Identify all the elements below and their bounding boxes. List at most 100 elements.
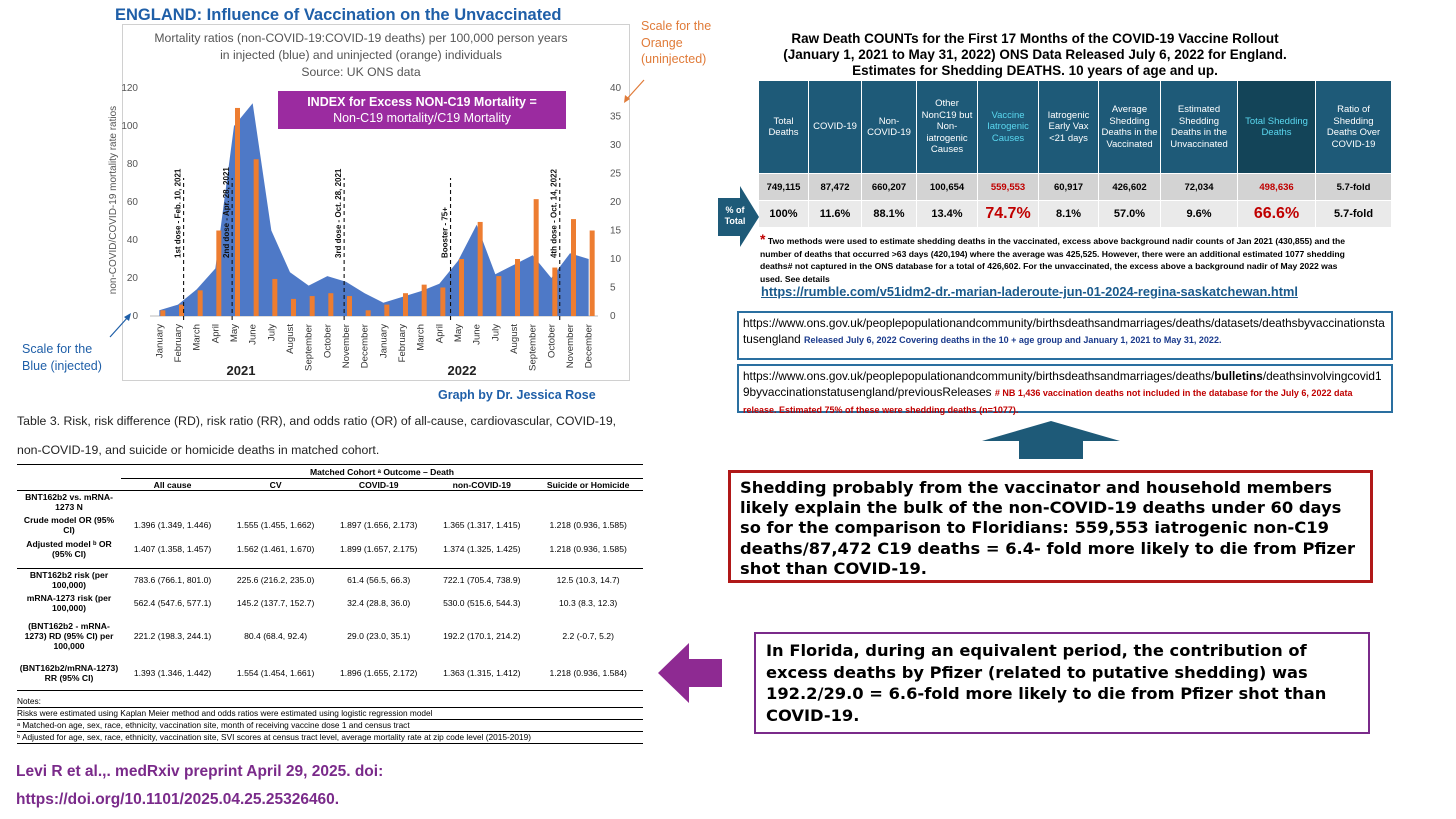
- uninjected-bar: [291, 298, 296, 316]
- left-tick-label: 0: [132, 311, 138, 322]
- citation-line: Levi R et al.,. medRxiv preprint April 2…: [16, 763, 384, 780]
- pct-label: % of: [726, 205, 746, 215]
- uninjected-bar: [328, 293, 334, 316]
- right-tick-label: 10: [610, 254, 622, 265]
- citation-doi-link[interactable]: https://doi.org/10.1101/2025.04.25.25326…: [16, 791, 340, 808]
- month-tick-label: July: [266, 324, 277, 341]
- group-header: Matched Cohort ᵃ Outcome – Death: [121, 464, 643, 479]
- month-tick-label: June: [472, 324, 483, 345]
- index-box-line2: Non-C19 mortality/C19 Mortality: [333, 111, 511, 125]
- right-scale-arrow: [625, 79, 645, 101]
- month-tick-label: March: [192, 324, 203, 351]
- ons-source-box-1: https://www.ons.gov.uk/peoplepopulationa…: [737, 311, 1393, 360]
- uninjected-bar: [216, 230, 222, 316]
- table-row: (BNT162b2 - mRNA-1273) RD (95% CI) per 1…: [24, 620, 614, 651]
- table-row: mRNA-1273 risk (per 100,000) 562.4 (547.6…: [26, 593, 618, 613]
- left-tick-label: 60: [127, 197, 139, 208]
- citation: Levi R et al.,. medRxiv preprint April 2…: [16, 758, 383, 814]
- table3-caption: Table 3. Risk, risk difference (RD), ris…: [17, 414, 617, 457]
- uninjected-bar: [459, 259, 464, 316]
- table3-notes: Notes: Risks were estimated using Kaplan…: [17, 696, 643, 744]
- comparison-label: BNT162b2 vs. mRNA-1273 N: [17, 490, 121, 513]
- ons-death-count-table: Total Deaths COVID-19 Non-COVID-19 Other…: [758, 80, 1392, 228]
- index-box-line1: INDEX for Excess NON-C19 Mortality =: [307, 95, 537, 109]
- matched-cohort-table: Matched Cohort ᵃ Outcome – Death All cau…: [17, 464, 643, 691]
- mortality-ratio-chart: Mortality ratios (non-COVID-19:COVID-19 …: [22, 19, 711, 378]
- uninjected-bar: [309, 296, 315, 316]
- col-header: All cause: [153, 479, 192, 490]
- month-tick-label: January: [378, 324, 389, 358]
- month-tick-label: April: [434, 324, 445, 343]
- month-tick-label: May: [229, 324, 240, 342]
- florida-comparison-box: In Florida, during an equivalent period,…: [754, 632, 1370, 734]
- left-tick-label: 100: [121, 121, 138, 132]
- pct-label: Total: [725, 216, 746, 226]
- table-row: Crude model OR (95% CI) 1.396 (1.349, 1.4…: [23, 514, 627, 535]
- month-tick-label: February: [173, 324, 184, 363]
- up-arrow: [982, 421, 1120, 459]
- col-header: Suicide or Homicide: [546, 479, 630, 490]
- right-tick-label: 35: [610, 112, 622, 123]
- month-tick-label: January: [154, 324, 165, 358]
- uninjected-bar: [533, 199, 539, 316]
- month-tick-label: September: [528, 323, 539, 371]
- left-axis-label: non-COVID/COVID-19 mortality rate ratios: [108, 106, 119, 294]
- col-header: Iatrogenic Early Vax <21 days: [1038, 80, 1099, 174]
- month-tick-label: February: [397, 324, 408, 363]
- month-tick-label: May: [453, 324, 464, 342]
- source2-note: # NB 1,436 vaccination deaths not includ…: [743, 388, 1353, 415]
- dose-label: 3rd dose - Oct. 28, 2021: [334, 168, 343, 258]
- col-header: CV: [269, 479, 282, 490]
- month-tick-label: July: [490, 324, 501, 341]
- col-header: Total Deaths: [758, 80, 809, 174]
- left-tick-label: 40: [127, 235, 139, 246]
- month-tick-label: March: [416, 324, 427, 351]
- right-scale-note: Scale for the: [641, 19, 711, 33]
- right-tick-label: 25: [610, 169, 622, 180]
- month-tick-label: December: [360, 323, 371, 368]
- right-tick-label: 15: [610, 226, 622, 237]
- uninjected-bar: [440, 287, 446, 316]
- graph-credit: Graph by Dr. Jessica Rose: [438, 388, 596, 402]
- col-header: non-COVID-19: [452, 479, 511, 490]
- month-tick-label: November: [341, 323, 352, 368]
- shedding-comparison-box: Shedding probably from the vaccinator an…: [728, 470, 1373, 583]
- uninjected-bar: [160, 310, 166, 316]
- right-scale-note: (uninjected): [641, 52, 706, 66]
- month-tick-label: October: [322, 323, 333, 358]
- ons-bulletin-link[interactable]: https://www.ons.gov.uk/peoplepopulationa…: [743, 369, 1382, 399]
- uninjected-bar: [365, 310, 371, 316]
- col-header: Total Shedding Deaths: [1237, 80, 1316, 174]
- chart-frame: [122, 24, 630, 381]
- dose-label: 4th dose - Oct. 14, 2022: [550, 169, 559, 258]
- source1-note: Released July 6, 2022 Covering deaths in…: [804, 335, 1222, 345]
- col-header: Estimated Shedding Deaths in the Unvacci…: [1160, 80, 1238, 174]
- year-label-2022: 2022: [448, 363, 477, 378]
- right-tick-label: 20: [610, 197, 622, 208]
- uninjected-bar: [571, 219, 576, 316]
- note-line: Notes:: [17, 696, 643, 708]
- uninjected-bar: [515, 259, 520, 316]
- uninjected-bar: [197, 290, 203, 316]
- col-header: Ratio of Shedding Deaths Over COVID-19: [1315, 80, 1392, 174]
- left-tick-label: 80: [127, 159, 139, 170]
- right-tick-label: 30: [610, 140, 622, 151]
- left-tick-label: 20: [127, 273, 139, 284]
- uninjected-bar: [552, 267, 558, 316]
- rumble-link[interactable]: https://rumble.com/v51idm2-dr.-marian-la…: [761, 284, 1298, 299]
- uninjected-bar: [179, 304, 184, 316]
- uninjected-bar: [421, 284, 427, 316]
- chart-title: ENGLAND: Influence of Vaccination on the…: [115, 6, 562, 24]
- counts-row: 749,115 87,472 660,207 100,654 559,553 60,91…: [758, 173, 1392, 201]
- uninjected-bar: [235, 107, 240, 316]
- month-tick-label: October: [546, 323, 557, 358]
- uninjected-bar: [589, 230, 595, 316]
- year-label-2021: 2021: [227, 363, 256, 378]
- dose-label: Booster - 75+: [441, 207, 450, 258]
- month-tick-label: November: [565, 323, 576, 368]
- month-tick-label: December: [584, 323, 595, 368]
- left-tick-label: 120: [121, 83, 138, 94]
- col-header: Other NonC19 but Non-iatrogenic Causes: [916, 80, 978, 174]
- left-scale-note: Scale for the: [22, 342, 92, 356]
- ons-dataset-link[interactable]: https://www.ons.gov.uk/peoplepopulationa…: [743, 316, 1385, 346]
